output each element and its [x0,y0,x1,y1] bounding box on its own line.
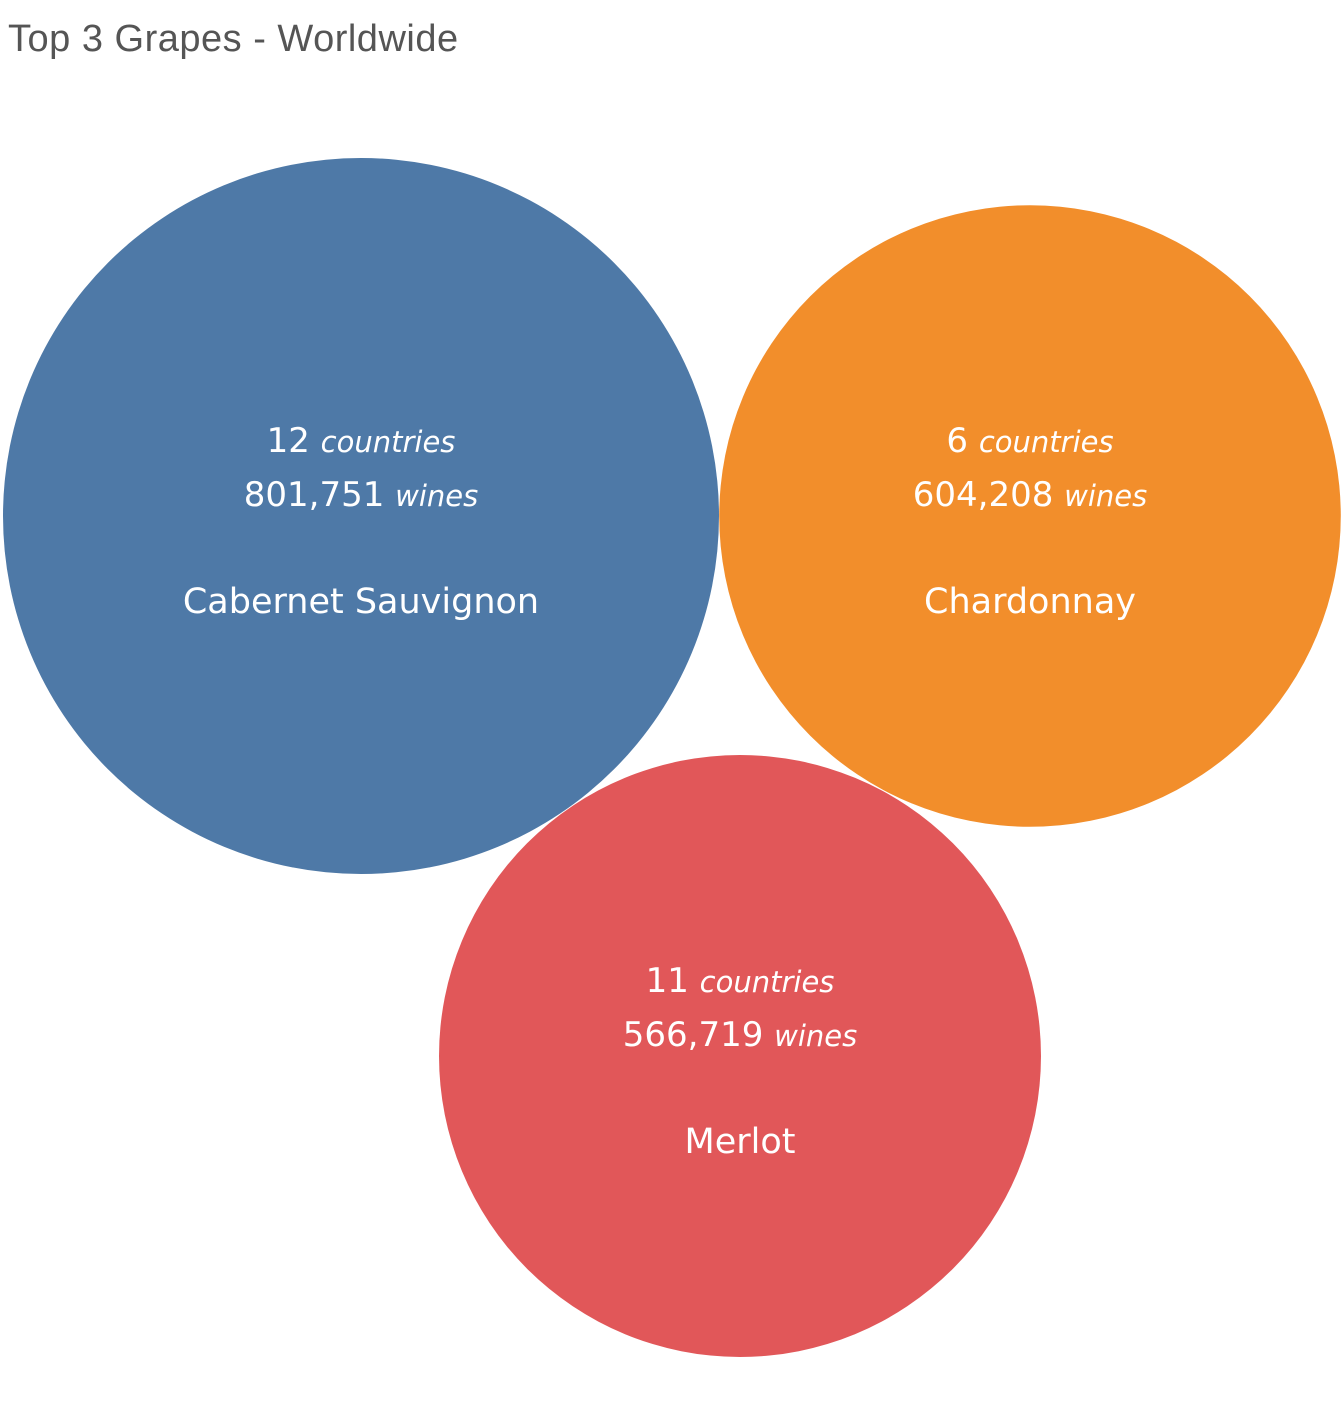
countries-label-merlot: 11 countries [646,961,835,1001]
countries-value: 12 [267,421,321,461]
chart-title: Top 3 Grapes - Worldwide [8,18,459,60]
wines-unit: wines [1064,479,1147,513]
wines-label-merlot: 566,719 wines [623,1015,858,1055]
countries-value: 11 [646,961,700,1001]
wines-unit: wines [774,1019,857,1053]
wines-label-chardonnay: 604,208 wines [913,475,1148,515]
grape-name-merlot: Merlot [685,1122,796,1162]
bubble-chardonnay[interactable]: 6 countries 604,208 wines Chardonnay [719,205,1341,827]
countries-label-chardonnay: 6 countries [946,421,1113,461]
wines-value: 566,719 [623,1015,774,1055]
grape-name-chardonnay: Chardonnay [924,582,1136,622]
bubble-circle-cabernet-sauvignon[interactable] [3,158,719,874]
bubble-circle-merlot[interactable] [439,755,1041,1357]
countries-label-cabernet-sauvignon: 12 countries [267,421,456,461]
countries-unit: countries [979,425,1114,459]
wines-value: 801,751 [244,475,395,515]
bubble-cabernet-sauvignon[interactable]: 12 countries 801,751 wines Cabernet Sauvig… [3,158,719,874]
bubble-merlot[interactable]: 11 countries 566,719 wines Merlot [439,755,1041,1357]
wines-unit: wines [395,479,478,513]
countries-value: 6 [946,421,978,461]
countries-unit: countries [321,425,456,459]
countries-unit: countries [700,965,835,999]
bubble-circle-chardonnay[interactable] [719,205,1341,827]
wines-value: 604,208 [913,475,1064,515]
wines-label-cabernet-sauvignon: 801,751 wines [244,475,479,515]
grape-name-cabernet-sauvignon: Cabernet Sauvignon [183,582,539,622]
